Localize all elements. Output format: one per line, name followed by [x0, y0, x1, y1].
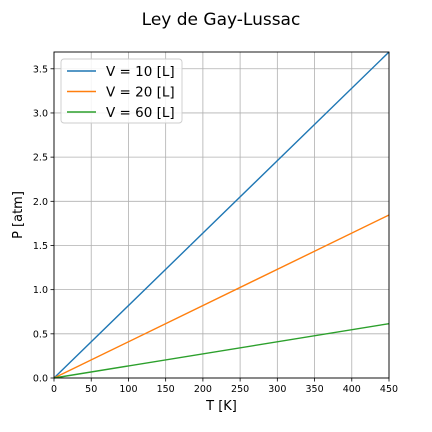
y-tick-label: 3.5	[33, 64, 48, 75]
series-line-2	[53, 214, 390, 379]
x-tick-label: 300	[268, 384, 286, 395]
x-tick-label: 250	[231, 384, 249, 395]
x-tick-label: 400	[343, 384, 361, 395]
x-tick-label: 200	[194, 384, 212, 395]
series-line-3	[53, 322, 390, 379]
y-tick-label: 0.0	[33, 374, 48, 385]
x-tick-label: 450	[380, 384, 398, 395]
legend-label-2: V = 20 [L]	[106, 85, 175, 101]
legend-label-1: V = 10 [L]	[106, 64, 175, 80]
legend: V = 10 [L] V = 20 [L] V = 60 [L]	[60, 58, 183, 124]
series-line-1	[53, 51, 390, 379]
x-tick-label: 150	[157, 384, 175, 395]
y-tick-label: 0.5	[33, 329, 48, 340]
x-axis-label: T [K]	[205, 399, 237, 414]
x-tick-label: 350	[305, 384, 323, 395]
y-tick-label: 1.0	[33, 285, 48, 296]
chart-title: Ley de Gay-Lussac	[142, 10, 301, 30]
legend-label-3: V = 60 [L]	[106, 105, 175, 121]
series-lines	[53, 51, 390, 379]
legend-box	[60, 58, 183, 124]
x-tick-label: 50	[85, 384, 97, 395]
axis-ticks: 0 50 100 150 200 250 300 350 400 450 0.0 0.5 1.0 1.5 2…	[33, 64, 398, 395]
y-tick-label: 2.0	[33, 197, 48, 208]
y-tick-label: 1.5	[33, 241, 48, 252]
x-tick-label: 100	[119, 384, 137, 395]
plot-frame	[53, 51, 390, 379]
x-tick-label: 0	[51, 384, 57, 395]
y-tick-label: 3.0	[33, 108, 48, 119]
y-axis-label: P [atm]	[11, 191, 26, 239]
y-tick-label: 2.5	[33, 153, 48, 164]
